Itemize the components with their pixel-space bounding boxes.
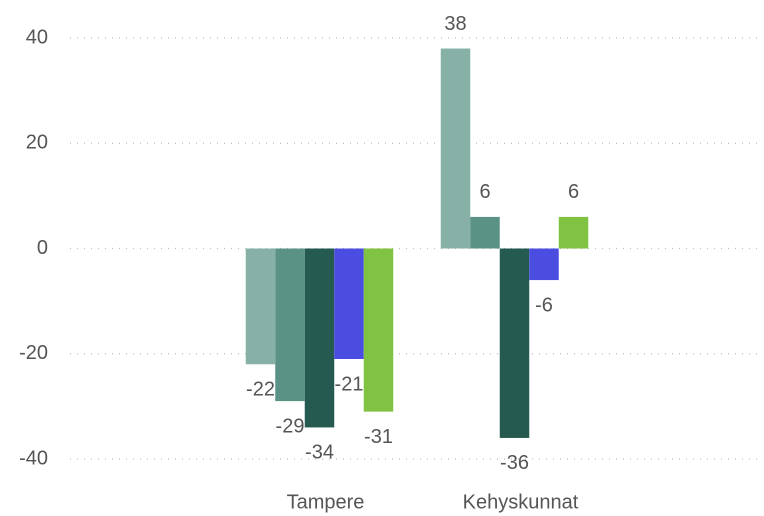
bar bbox=[558, 216, 589, 249]
bar bbox=[529, 248, 559, 281]
bar bbox=[334, 248, 364, 360]
y-tick-label: 20 bbox=[26, 132, 48, 154]
data-label: -31 bbox=[364, 426, 393, 448]
y-tick-label: -40 bbox=[19, 447, 48, 469]
data-label: 6 bbox=[568, 181, 579, 203]
data-label: -6 bbox=[535, 294, 553, 316]
y-tick-label: 0 bbox=[37, 237, 48, 259]
x-tick-label: Tampere bbox=[287, 491, 365, 513]
bar bbox=[470, 216, 500, 249]
data-label: -22 bbox=[246, 379, 275, 401]
data-label: 6 bbox=[479, 181, 490, 203]
y-tick-label: -20 bbox=[19, 342, 48, 364]
bar bbox=[245, 248, 276, 365]
bar bbox=[363, 248, 394, 412]
bar bbox=[275, 248, 305, 402]
x-tick-label: Kehyskunnat bbox=[463, 491, 579, 513]
data-label: -21 bbox=[335, 373, 364, 395]
bar bbox=[440, 48, 471, 249]
data-label: -36 bbox=[500, 452, 529, 474]
bar bbox=[304, 248, 335, 428]
data-label: -34 bbox=[305, 442, 334, 464]
data-label: -29 bbox=[276, 415, 305, 437]
data-label: 38 bbox=[444, 13, 466, 35]
bar bbox=[499, 248, 530, 438]
y-tick-label: 40 bbox=[26, 26, 48, 48]
